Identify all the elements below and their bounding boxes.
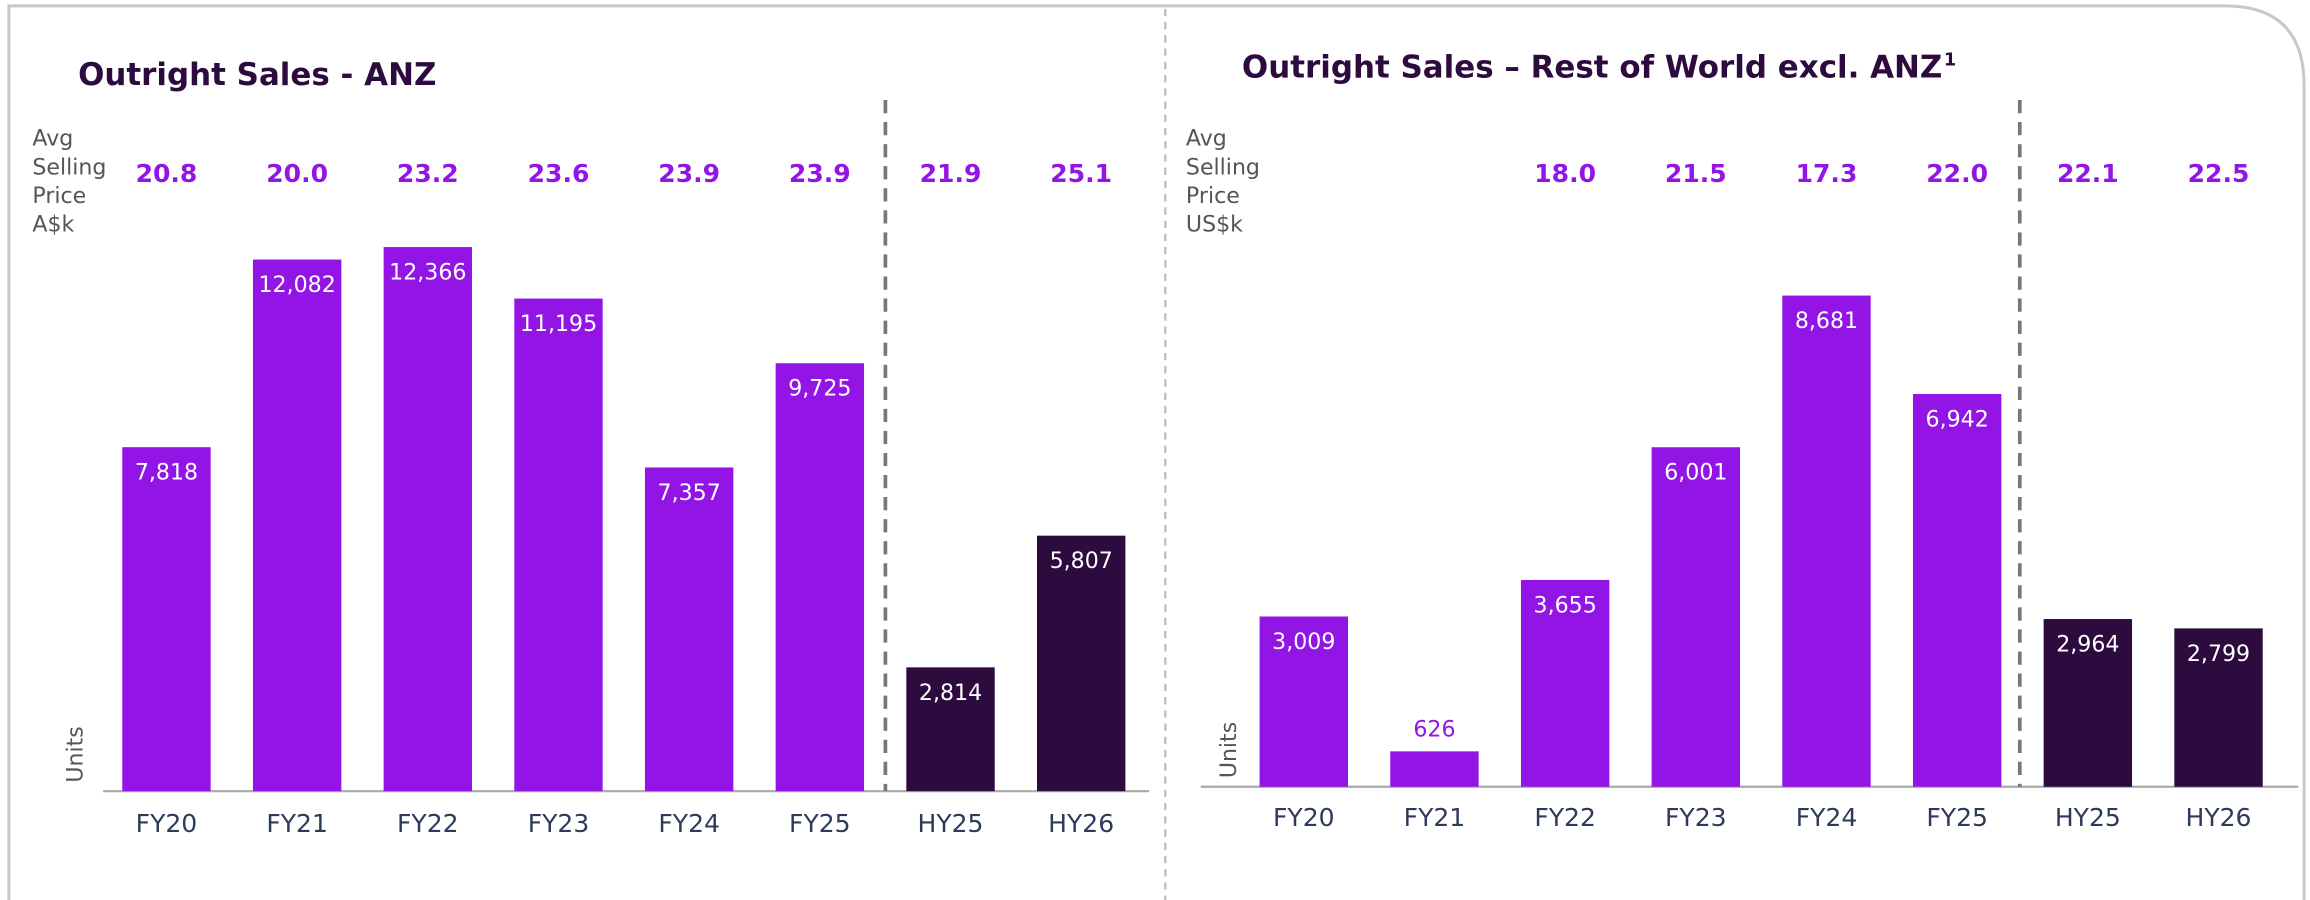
price-caption: Avg: [32, 127, 73, 152]
y-axis-label: Units: [1217, 722, 1242, 778]
bar: [514, 298, 603, 792]
x-tick-label: FY21: [266, 809, 328, 838]
bar: [1390, 751, 1479, 787]
value-label: 3,009: [1272, 630, 1335, 655]
x-tick-label: HY26: [2186, 803, 2252, 832]
bar: [1651, 447, 1741, 787]
avg-price: 20.0: [266, 159, 328, 188]
value-label: 2,799: [2187, 642, 2250, 667]
x-tick-label: FY25: [789, 809, 851, 838]
value-label: 3,655: [1534, 593, 1597, 618]
x-tick-label: FY20: [136, 809, 198, 838]
price-caption: Price: [1186, 184, 1240, 209]
value-label: 11,195: [520, 312, 597, 337]
bar: [644, 467, 734, 792]
bar: [775, 363, 865, 792]
avg-price: 23.2: [397, 159, 459, 188]
avg-price: 22.5: [2188, 159, 2250, 188]
avg-price: 23.9: [789, 159, 851, 188]
bar: [2174, 628, 2263, 787]
bar: [1520, 579, 1610, 787]
avg-price: 25.1: [1050, 159, 1112, 188]
value-label: 7,357: [658, 481, 721, 506]
bar: [906, 667, 995, 792]
x-tick-label: HY25: [2055, 803, 2121, 832]
value-label: 2,964: [2056, 633, 2119, 658]
price-caption: Selling: [32, 155, 106, 180]
title-footnote: 1: [1944, 50, 1956, 70]
value-label: 12,082: [259, 273, 336, 298]
value-label: 8,681: [1795, 309, 1858, 334]
panel-border: [7, 4, 2306, 900]
x-tick-label: FY23: [528, 809, 590, 838]
y-axis-label: Units: [64, 726, 89, 782]
x-tick-label: HY25: [918, 809, 984, 838]
value-label: 6,001: [1664, 461, 1727, 486]
price-caption: Avg: [1186, 127, 1227, 152]
x-tick-label: FY23: [1665, 803, 1727, 832]
value-label: 6,942: [1926, 407, 1989, 432]
avg-price: 21.9: [920, 159, 982, 188]
value-label: 9,725: [788, 377, 851, 402]
avg-price: 23.6: [528, 159, 590, 188]
price-caption: A$k: [32, 213, 74, 238]
avg-price: 23.9: [658, 159, 720, 188]
bar: [2043, 619, 2133, 787]
bar: [1259, 616, 1348, 787]
bar: [252, 259, 342, 792]
value-label: 2,814: [919, 681, 982, 706]
avg-price: 22.0: [1926, 159, 1988, 188]
bar: [1782, 295, 1871, 787]
bar: [383, 247, 473, 792]
price-caption: US$k: [1186, 213, 1243, 238]
value-label: 5,807: [1050, 549, 1113, 574]
x-tick-label: HY26: [1048, 809, 1114, 838]
x-tick-label: FY24: [658, 809, 720, 838]
x-tick-label: FY20: [1273, 803, 1335, 832]
avg-price: 21.5: [1665, 159, 1727, 188]
x-tick-label: FY21: [1404, 803, 1466, 832]
avg-price: 22.1: [2057, 159, 2119, 188]
x-tick-label: FY22: [397, 809, 459, 838]
value-label: 12,366: [389, 261, 466, 286]
x-tick-label: FY22: [1534, 803, 1596, 832]
value-label: 7,818: [135, 461, 198, 486]
bar: [1036, 535, 1126, 792]
chart-title: Outright Sales - ANZ: [78, 57, 436, 93]
chart-title: Outright Sales – Rest of World excl. ANZ: [1242, 50, 1942, 86]
avg-price: 18.0: [1534, 159, 1596, 188]
bar: [122, 447, 211, 792]
x-tick-label: FY25: [1926, 803, 1988, 832]
bar: [1912, 393, 2002, 787]
avg-price: 20.8: [136, 159, 198, 188]
price-caption: Selling: [1186, 155, 1260, 180]
avg-price: 17.3: [1796, 159, 1858, 188]
price-caption: Price: [32, 184, 86, 209]
x-tick-label: FY24: [1796, 803, 1858, 832]
value-label: 626: [1413, 718, 1455, 743]
